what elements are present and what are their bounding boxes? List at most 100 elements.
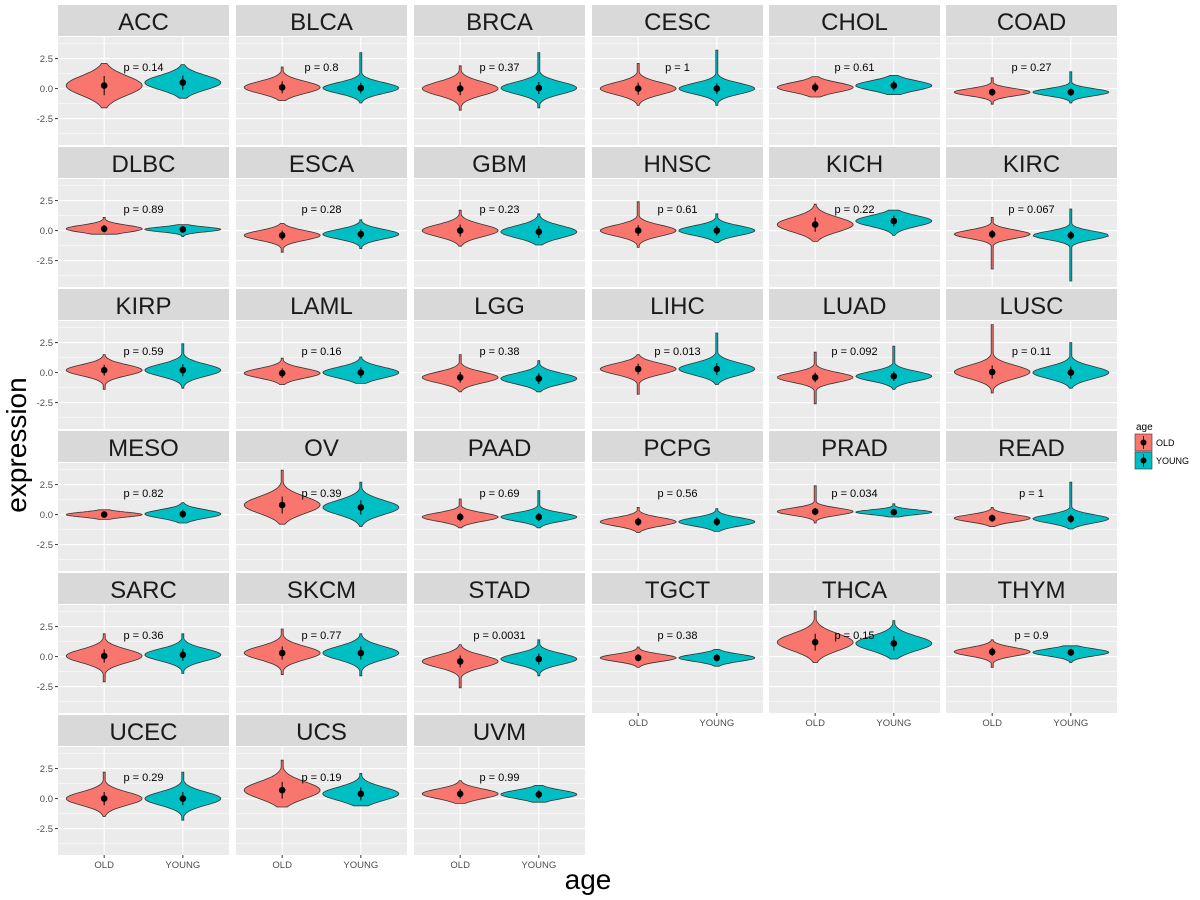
strip-label-read: READ <box>998 435 1065 462</box>
violin-lusc-young <box>1032 342 1110 389</box>
mean-point-kich-young <box>890 217 898 225</box>
mean-point-ucs-young <box>357 790 365 798</box>
strip-ov <box>236 431 407 462</box>
legend-key-young-point <box>1140 457 1147 464</box>
p-value-prad: p = 0.034 <box>831 488 877 500</box>
x-tick-label-young: YOUNG <box>165 860 200 871</box>
panel-blca: BLCA p = 0.8 <box>236 5 407 145</box>
x-tick-label-old: OLD <box>982 718 1002 729</box>
p-value-stad: p = 0.0031 <box>473 630 525 642</box>
strip-label-ucs: UCS <box>296 719 347 746</box>
p-value-hnsc: p = 0.61 <box>657 204 697 216</box>
strip-label-kich: KICH <box>826 151 883 178</box>
mean-point-tgct-young <box>713 654 721 662</box>
strip-label-thca: THCA <box>822 577 887 604</box>
strip-label-pcpg: PCPG <box>643 435 711 462</box>
panel-gbm: GBM p = 0.23 <box>414 147 585 287</box>
p-value-laml: p = 0.16 <box>301 346 341 358</box>
violin-lihc-young <box>678 332 756 385</box>
panel-stad: STAD p = 0.0031 <box>414 573 585 713</box>
panel-kirc: KIRC p = 0.067 <box>946 147 1117 287</box>
mean-point-paad-young <box>535 513 543 521</box>
strip-pcpg <box>592 431 763 462</box>
y-tick-label: 0.0 <box>40 652 53 663</box>
panel-lgg: LGG p = 0.38 <box>414 289 585 429</box>
x-tick-label-young: YOUNG <box>1053 718 1088 729</box>
strip-luad <box>769 289 940 320</box>
x-tick-label-old: OLD <box>94 860 114 871</box>
x-axis-title: age <box>565 864 612 895</box>
strip-lusc <box>946 289 1117 320</box>
mean-point-chol-old <box>811 84 819 91</box>
mean-point-read-young <box>1067 515 1075 523</box>
mean-point-lgg-young <box>535 375 543 382</box>
mean-point-acc-young <box>179 79 187 86</box>
y-tick-label: 2.5 <box>40 480 53 491</box>
violin-lusc-old <box>953 324 1031 394</box>
p-value-meso: p = 0.82 <box>123 488 163 500</box>
y-tick-label: -2.5 <box>37 540 53 551</box>
strip-acc <box>58 5 229 36</box>
mean-point-read-old <box>988 514 996 522</box>
x-tick-label-old: OLD <box>272 860 292 871</box>
strip-prad <box>769 431 940 462</box>
mean-point-ucec-young <box>179 795 187 802</box>
mean-point-ucec-old <box>100 795 108 802</box>
panel-pcpg: PCPG p = 0.56 <box>592 431 763 571</box>
x-tick-label-old: OLD <box>628 718 648 729</box>
mean-point-esca-old <box>278 232 286 239</box>
strip-label-hnsc: HNSC <box>643 151 711 178</box>
violin-prad-old <box>776 485 854 524</box>
mean-point-laml-old <box>278 369 286 377</box>
strip-ucs <box>236 715 407 746</box>
p-value-thym: p = 0.9 <box>1015 630 1049 642</box>
panel-esca: ESCA p = 0.28 <box>236 147 407 287</box>
y-tick-label: 0.0 <box>40 368 53 379</box>
p-value-ucec: p = 0.29 <box>123 772 163 784</box>
panel-coad: COAD p = 0.27 <box>946 5 1117 145</box>
mean-point-brca-young <box>535 84 543 92</box>
panel-ucec: UCEC p = 0.29 <box>58 715 229 855</box>
y-tick-label: 2.5 <box>40 764 53 775</box>
strip-blca <box>236 5 407 36</box>
p-value-paad: p = 0.69 <box>479 488 519 500</box>
strip-label-coad: COAD <box>997 9 1066 36</box>
y-tick-label: -2.5 <box>37 682 53 693</box>
mean-point-cesc-young <box>713 85 721 92</box>
mean-point-sarc-old <box>100 652 108 660</box>
strip-dlbc <box>58 147 229 178</box>
strip-esca <box>236 147 407 178</box>
p-value-chol: p = 0.61 <box>834 62 874 74</box>
violin-coad-young <box>1032 71 1110 104</box>
p-value-esca: p = 0.28 <box>301 204 341 216</box>
axes: -2.5 0.0 2.5 -2.5 0.0 2.5 -2.5 0.0 2.5 -2.5 0.0 2.5… <box>37 54 1089 871</box>
mean-point-luad-young <box>890 372 898 380</box>
strip-label-lihc: LIHC <box>650 293 705 320</box>
mean-point-meso-young <box>179 510 187 518</box>
strip-label-chol: CHOL <box>821 9 888 36</box>
strip-label-luad: LUAD <box>822 293 886 320</box>
p-value-skcm: p = 0.77 <box>301 630 341 642</box>
facet-panels: ACC p = 0.14 BLCA p = 0.8 BRCA p = 0.37 CESC p … <box>58 5 1117 855</box>
strip-label-gbm: GBM <box>472 151 527 178</box>
strip-label-thym: THYM <box>998 577 1066 604</box>
strip-kich <box>769 147 940 178</box>
violin-kirc-old <box>953 217 1031 270</box>
mean-point-hnsc-young <box>713 227 721 234</box>
strip-coad <box>946 5 1117 36</box>
panel-ov: OV p = 0.39 <box>236 431 407 571</box>
panel-read: READ p = 1 <box>946 431 1117 571</box>
strip-label-skcm: SKCM <box>287 577 356 604</box>
mean-point-meso-old <box>100 511 108 518</box>
strip-label-brca: BRCA <box>466 9 533 36</box>
p-value-dlbc: p = 0.89 <box>123 204 163 216</box>
y-axis-title: expression <box>1 377 32 512</box>
strip-uvm <box>414 715 585 746</box>
strip-tgct <box>592 573 763 604</box>
mean-point-ov-old <box>278 501 286 509</box>
y-tick-label: 2.5 <box>40 54 53 65</box>
y-tick-label: 0.0 <box>40 510 53 521</box>
legend-title: age <box>1136 422 1153 433</box>
x-tick-label-young: YOUNG <box>699 718 734 729</box>
